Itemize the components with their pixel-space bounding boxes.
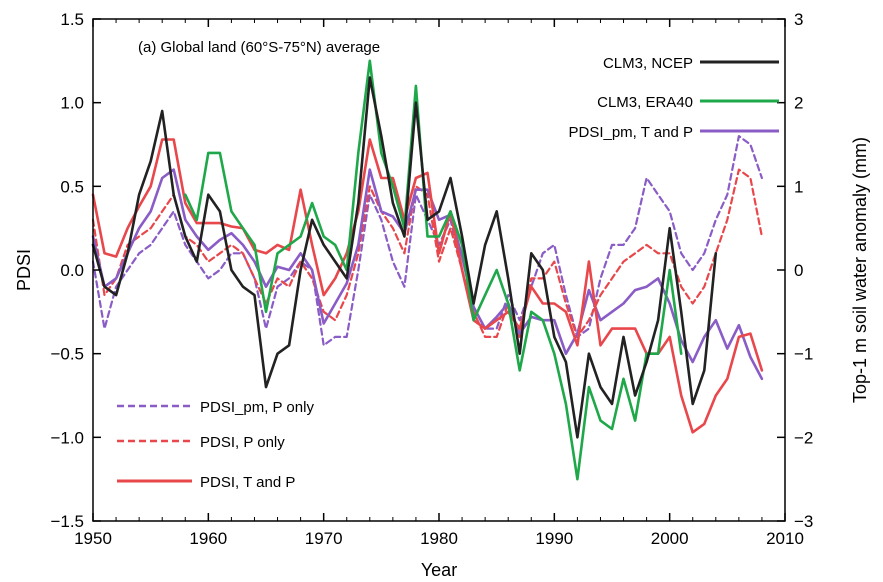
series-line-clm3-ncep <box>91 76 718 439</box>
y-tick-label: −1.0 <box>50 428 84 447</box>
y-tick-label: 1.5 <box>60 10 84 29</box>
legend-top-right: CLM3, NCEP CLM3, ERA40 PDSI_pm, T and P <box>568 55 779 141</box>
series-line-pdsi-p-only <box>91 168 764 338</box>
y2-tick-label: 1 <box>794 177 803 196</box>
series-line-clm3-era40 <box>184 59 683 481</box>
axis-ticks: 1950 1960 1970 1980 1990 2000 2010 −1.5 −1.0 −0.5… <box>50 10 813 548</box>
series-line-pdsi-pm-t-and-p <box>91 168 764 381</box>
y2-tick-label: −3 <box>794 512 813 531</box>
y-tick-label: 1.0 <box>60 94 84 113</box>
legend-bottom-left: PDSI_pm, P only PDSI, P only PDSI, T and… <box>117 399 314 491</box>
y2-tick-label: 3 <box>794 10 803 29</box>
legend-label-pdsi-pm-t-and-p: PDSI_pm, T and P <box>568 124 693 141</box>
y-tick-label: 0.0 <box>60 261 84 280</box>
chart-title: (a) Global land (60°S-75°N) average <box>138 39 380 56</box>
y-axis-title-right: Top-1 m soil water anomaly (mm) <box>850 137 870 403</box>
y2-tick-label: 0 <box>794 261 803 280</box>
x-tick-label: 1960 <box>189 529 227 548</box>
series-line-pdsi-pm-p-only <box>91 135 764 347</box>
y-tick-label: 0.5 <box>60 177 84 196</box>
x-tick-label: 1980 <box>420 529 458 548</box>
x-tick-label: 1950 <box>74 529 112 548</box>
x-tick-label: 2010 <box>766 529 804 548</box>
y2-tick-label: −2 <box>794 428 813 447</box>
legend-label-clm3-ncep: CLM3, NCEP <box>603 55 693 72</box>
x-axis-title: Year <box>421 560 457 580</box>
series-lines <box>91 59 764 481</box>
x-tick-label: 1990 <box>535 529 573 548</box>
legend-label-pdsi-t-and-p: PDSI, T and P <box>200 474 295 491</box>
y2-tick-label: −1 <box>794 345 813 364</box>
y-tick-label: −1.5 <box>50 512 84 531</box>
legend-label-clm3-era40: CLM3, ERA40 <box>597 94 693 111</box>
x-tick-label: 1970 <box>305 529 343 548</box>
y2-tick-label: 2 <box>794 94 803 113</box>
y-tick-label: −0.5 <box>50 345 84 364</box>
legend-label-pdsi-p-only: PDSI, P only <box>200 434 285 451</box>
x-tick-label: 2000 <box>651 529 689 548</box>
y-axis-title-left: PDSI <box>14 249 34 291</box>
legend-label-pdsi-pm-p-only: PDSI_pm, P only <box>200 399 314 416</box>
